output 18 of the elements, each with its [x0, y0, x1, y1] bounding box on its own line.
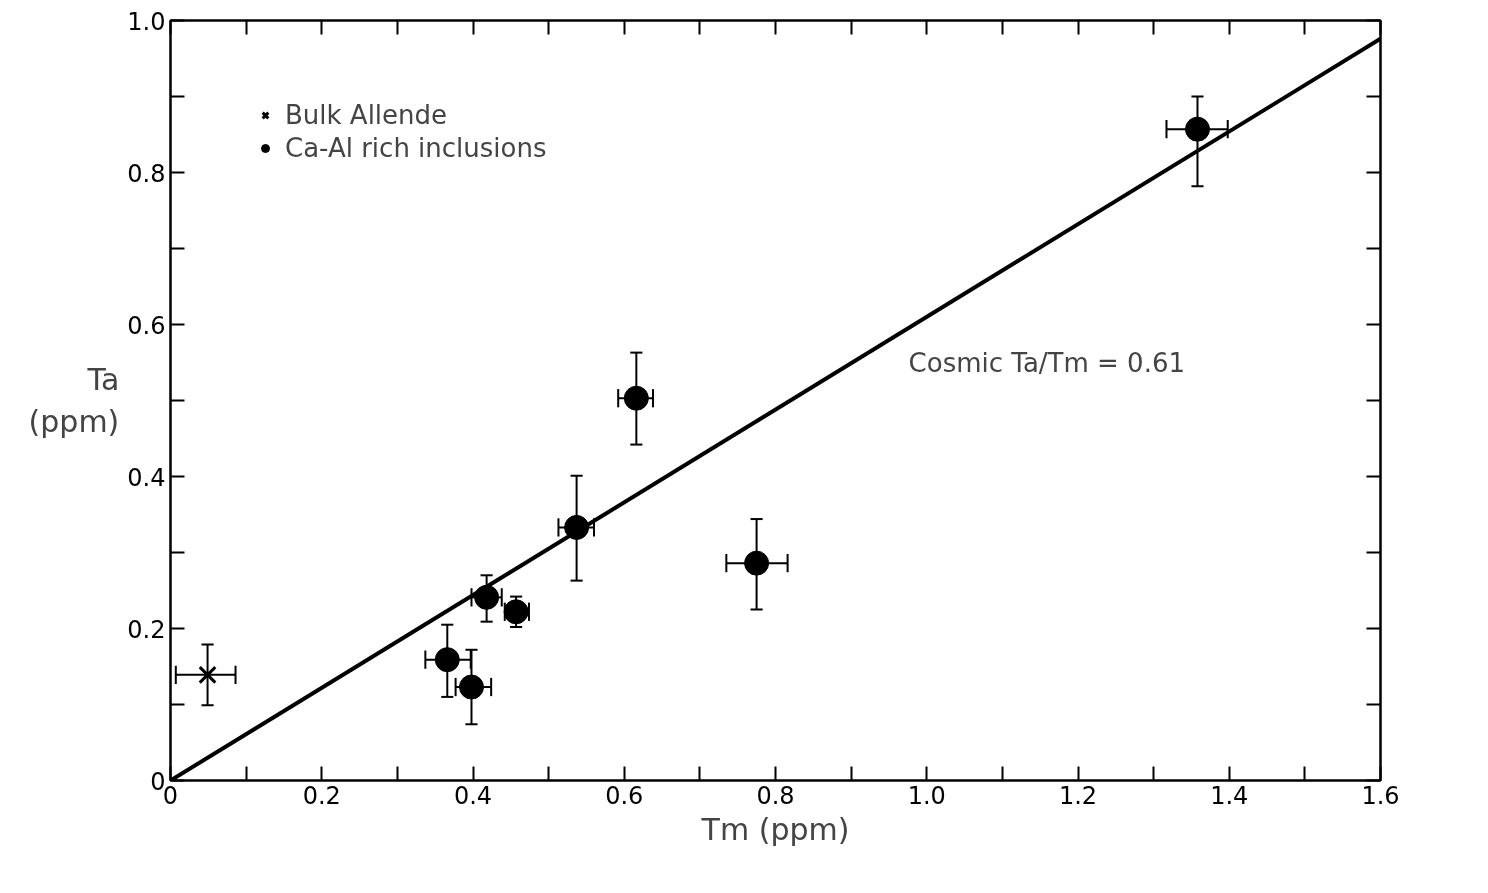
x-tick-label: 1.0 — [907, 781, 946, 810]
legend-label: Bulk Allende — [285, 100, 448, 130]
y-tick-label: 0.2 — [127, 615, 166, 644]
y-axis-title: Ta (ppm) — [28, 362, 120, 439]
y-tick-label: 1.0 — [127, 7, 166, 36]
y-tick-label: 0.4 — [127, 463, 166, 492]
x-tick-label: 0.6 — [605, 781, 644, 810]
annotation: Cosmic Ta/Tm = 0.61 — [908, 347, 1186, 378]
x-axis-title: Tm (ppm) — [700, 811, 850, 847]
x-tick-label: 0.2 — [302, 781, 341, 810]
x-tick-label: 1.4 — [1210, 781, 1249, 810]
legend-label: Ca-Al rich inclusions — [285, 133, 547, 163]
y-tick-label: 0.6 — [127, 311, 166, 340]
y-tick-label: 0.8 — [127, 159, 166, 188]
x-tick-label: 1.2 — [1058, 781, 1098, 810]
x-tick-label: 0.8 — [756, 781, 795, 810]
x-tick-label: 1.6 — [1361, 781, 1400, 810]
x-tick-label: 0.4 — [453, 781, 493, 810]
